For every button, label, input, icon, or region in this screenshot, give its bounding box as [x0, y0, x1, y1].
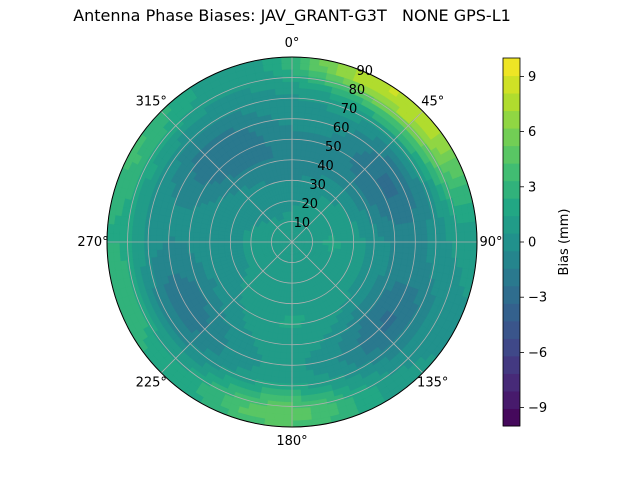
colorbar: −9 −6 −3 0 3 6 9 Bias (mm): [502, 57, 572, 427]
colorbar-label: Bias (mm): [557, 209, 572, 276]
colorbar-level: [503, 145, 520, 164]
r-tick-label: 40: [317, 159, 334, 174]
r-tick-label: 70: [341, 102, 358, 117]
bias-field: [107, 57, 477, 427]
colorbar-tick-label: 3: [528, 180, 536, 195]
colorbar-level: [503, 198, 520, 217]
colorbar-level: [503, 233, 520, 252]
colorbar-level: [503, 320, 520, 339]
colorbar-level: [503, 285, 520, 304]
theta-tick-label: 270°: [77, 235, 108, 250]
r-tick-label: 20: [301, 197, 318, 212]
theta-tick-label: 315°: [136, 94, 167, 109]
colorbar-level: [503, 180, 520, 199]
r-tick-label: 50: [325, 140, 342, 155]
polar-grid: [106, 56, 478, 428]
colorbar-level: [503, 93, 520, 112]
colorbar-level: [503, 303, 520, 322]
colorbar-level: [503, 268, 520, 287]
theta-tick-label: 180°: [276, 434, 307, 449]
colorbar-level: [503, 163, 520, 182]
theta-tick-label: 45°: [421, 94, 444, 109]
theta-tick-label: 225°: [136, 376, 167, 391]
chart-title: Antenna Phase Biases: JAV_GRANT-G3T NONE…: [73, 6, 511, 25]
colorbar-tick-label: −3: [528, 291, 547, 306]
r-tick-label: 90: [357, 64, 374, 79]
colorbar-tick-label: 6: [528, 125, 536, 140]
theta-tick-label: 90°: [479, 235, 502, 250]
colorbar-level: [503, 215, 520, 234]
r-tick-label: 10: [294, 216, 311, 231]
r-tick-label: 60: [333, 121, 350, 136]
colorbar-level: [503, 338, 520, 357]
theta-tick-label: 135°: [417, 376, 448, 391]
colorbar-level: [503, 408, 520, 427]
colorbar-tick-label: −6: [528, 346, 547, 361]
colorbar-level: [503, 373, 520, 392]
colorbar-level: [503, 355, 520, 374]
colorbar-tick-label: 9: [528, 70, 536, 85]
colorbar-tick-label: 0: [528, 236, 536, 251]
theta-tick-label: 0°: [285, 36, 300, 51]
colorbar-tick-label: −9: [528, 401, 547, 416]
colorbar-level: [503, 128, 520, 147]
colorbar-level: [503, 250, 520, 269]
r-tick-label: 30: [309, 178, 326, 193]
r-tick-label: 80: [349, 83, 366, 98]
colorbar-level: [503, 58, 520, 77]
colorbar-level: [503, 110, 520, 129]
colorbar-level: [503, 390, 520, 409]
colorbar-level: [503, 75, 520, 94]
